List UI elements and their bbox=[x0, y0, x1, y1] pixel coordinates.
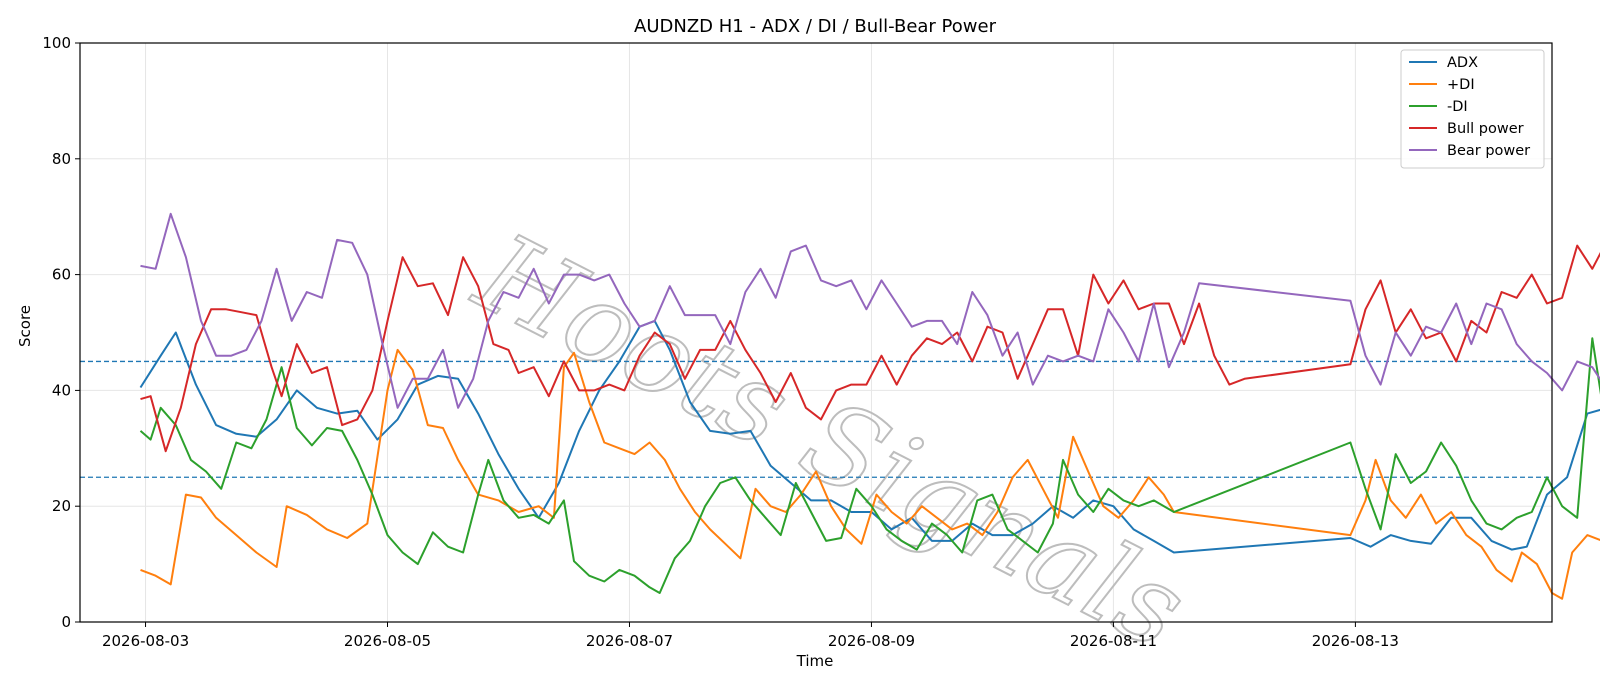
y-axis-label: Score bbox=[16, 305, 34, 347]
y-tick-label: 80 bbox=[52, 150, 71, 168]
legend-box bbox=[1400, 49, 1545, 169]
y-axis-ticks: 0 20 40 60 80 100 bbox=[42, 34, 80, 631]
legend: ADX +DI -DI Bull power Bear power bbox=[1400, 49, 1545, 169]
plot-frame bbox=[79, 42, 1553, 623]
legend-label: Bull power bbox=[1447, 121, 1524, 137]
legend-label: +DI bbox=[1447, 77, 1475, 93]
y-tick-label: 100 bbox=[42, 34, 71, 52]
x-tick-label: 2026-08-09 bbox=[828, 632, 915, 650]
x-axis-label: Time bbox=[796, 652, 834, 670]
reference-lines bbox=[80, 360, 1552, 478]
legend-label: -DI bbox=[1447, 99, 1468, 115]
legend-label: ADX bbox=[1447, 55, 1478, 71]
chart-title: AUDNZD H1 - ADX / DI / Bull-Bear Power bbox=[634, 16, 997, 37]
y-tick-label: 40 bbox=[52, 381, 71, 399]
series-line--di bbox=[139, 337, 1600, 594]
y-tick-label: 0 bbox=[61, 613, 71, 631]
x-tick-label: 2026-08-03 bbox=[102, 632, 189, 650]
series-line--di bbox=[140, 348, 1600, 600]
legend-label: Bear power bbox=[1447, 143, 1530, 159]
series-line-bull-power bbox=[140, 244, 1600, 453]
y-tick-label: 60 bbox=[52, 266, 71, 284]
series-line-bear-power bbox=[140, 212, 1600, 409]
x-axis-ticks: 2026-08-03 2026-08-05 2026-08-07 2026-08-09… bbox=[102, 622, 1399, 650]
x-tick-label: 2026-08-05 bbox=[344, 632, 431, 650]
x-tick-label: 2026-08-13 bbox=[1312, 632, 1399, 650]
series-lines bbox=[139, 212, 1600, 600]
y-tick-label: 20 bbox=[52, 497, 71, 515]
x-tick-label: 2026-08-07 bbox=[586, 632, 673, 650]
series-line-adx bbox=[139, 319, 1600, 554]
x-tick-label: 2026-08-11 bbox=[1070, 632, 1157, 650]
